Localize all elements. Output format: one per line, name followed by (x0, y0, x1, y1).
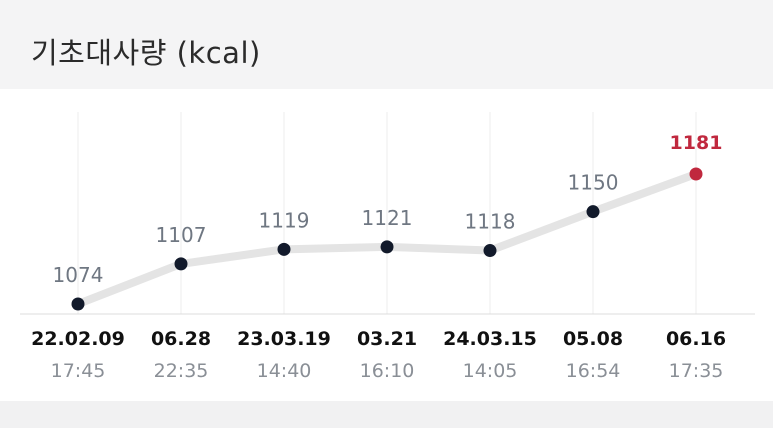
value-label-4: 1118 (465, 210, 516, 234)
data-point-3[interactable] (380, 240, 394, 254)
x-tick-date-1: 06.28 (151, 328, 211, 350)
data-point-6[interactable] (689, 167, 703, 181)
x-tick-date-5: 05.08 (563, 328, 623, 350)
x-tick-date-6: 06.16 (666, 328, 726, 350)
x-tick-date-4: 24.03.15 (443, 328, 537, 350)
x-tick-time-1: 22:35 (154, 360, 209, 382)
x-tick-date-0: 22.02.09 (31, 328, 125, 350)
value-label-1: 1107 (156, 223, 207, 247)
data-point-2[interactable] (277, 242, 291, 256)
data-point-5[interactable] (586, 205, 600, 219)
x-tick-time-2: 14:40 (257, 360, 312, 382)
data-point-1[interactable] (174, 257, 188, 271)
page-title: 기초대사량 (kcal) (31, 36, 261, 70)
value-label-0: 1074 (53, 263, 104, 287)
x-tick-date-3: 03.21 (357, 328, 417, 350)
x-tick-time-6: 17:35 (669, 360, 724, 382)
data-point-4[interactable] (483, 244, 497, 258)
x-tick-time-3: 16:10 (360, 360, 415, 382)
value-label-5: 1150 (568, 171, 619, 195)
footer-band (0, 401, 773, 428)
x-tick-date-2: 23.03.19 (237, 328, 331, 350)
value-label-2: 1119 (259, 208, 310, 232)
x-tick-time-4: 14:05 (463, 360, 518, 382)
value-label-6: 1181 (670, 132, 723, 154)
value-label-3: 1121 (362, 206, 413, 230)
header: 기초대사량 (kcal) (0, 0, 773, 88)
data-point-0[interactable] (71, 297, 85, 311)
x-tick-time-0: 17:45 (51, 360, 106, 382)
x-tick-time-5: 16:54 (566, 360, 621, 382)
